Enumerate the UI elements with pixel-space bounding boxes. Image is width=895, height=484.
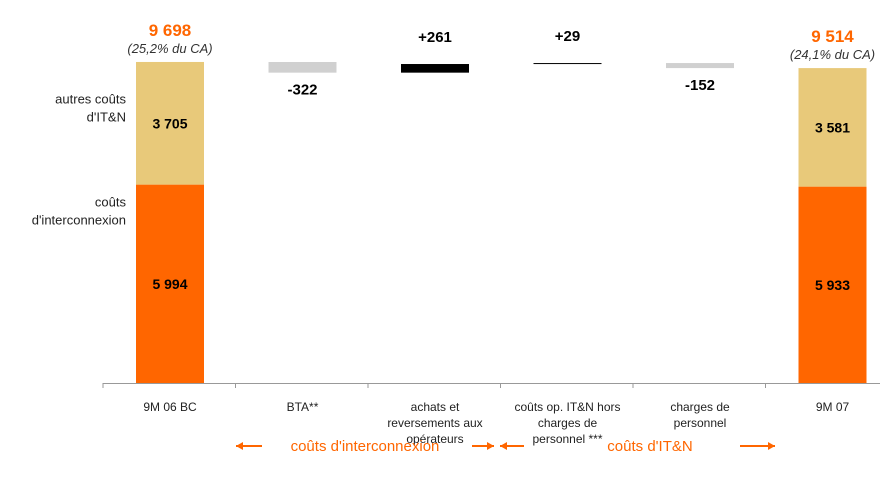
data-label-interconnexion-end: 5 933	[815, 277, 850, 293]
total-label-end: 9 514	[811, 27, 854, 46]
category-label: 9M 06 BC	[143, 400, 197, 414]
category-label: opérateurs	[406, 432, 463, 446]
pct-label-end: (24,1% du CA)	[790, 47, 875, 62]
category-label: 9M 07	[816, 400, 850, 414]
category-label: reversements aux	[387, 416, 482, 430]
side-label-interconnexion: coûts	[95, 195, 127, 210]
delta-label-4: -152	[685, 77, 715, 94]
category-label: charges de	[538, 416, 598, 430]
arrow-label-interconnexion: coûts d'interconnexion	[291, 438, 440, 455]
delta-label-3: +29	[555, 28, 580, 45]
bar-interconnexion-end	[798, 186, 867, 383]
delta-bar-1	[268, 62, 337, 73]
pct-label-start: (25,2% du CA)	[127, 41, 212, 56]
arrow-right-icon-head	[487, 442, 494, 450]
category-label: BTA**	[287, 400, 319, 414]
data-label-it_n-end: 3 581	[815, 119, 850, 135]
bar-it_n-start	[136, 61, 204, 185]
bar-interconnexion-start	[136, 184, 204, 383]
side-label-interconnexion: d'interconnexion	[32, 213, 126, 228]
side-label-it-n: d'IT&N	[87, 109, 126, 124]
category-label: personnel ***	[532, 432, 602, 446]
bar-it_n-end	[798, 68, 867, 187]
category-label: charges de	[670, 400, 730, 414]
data-label-it_n-start: 3 705	[152, 115, 187, 131]
total-label-start: 9 698	[149, 21, 192, 40]
category-label: coûts op. IT&N hors	[514, 400, 620, 414]
arrow-right-icon-head	[768, 442, 775, 450]
delta-bar-2	[401, 64, 469, 73]
delta-bar-3	[533, 63, 602, 65]
category-label: personnel	[674, 416, 727, 430]
delta-label-1: -322	[287, 82, 317, 99]
delta-label-2: +261	[418, 29, 452, 46]
arrow-left-icon-head	[500, 442, 507, 450]
side-label-it-n: autres coûts	[55, 91, 126, 106]
arrow-label-it-n: coûts d'IT&N	[607, 438, 692, 455]
arrow-left-icon-head	[236, 442, 243, 450]
category-label: achats et	[411, 400, 460, 414]
delta-bar-4	[666, 63, 734, 69]
data-label-interconnexion-start: 5 994	[152, 276, 187, 292]
